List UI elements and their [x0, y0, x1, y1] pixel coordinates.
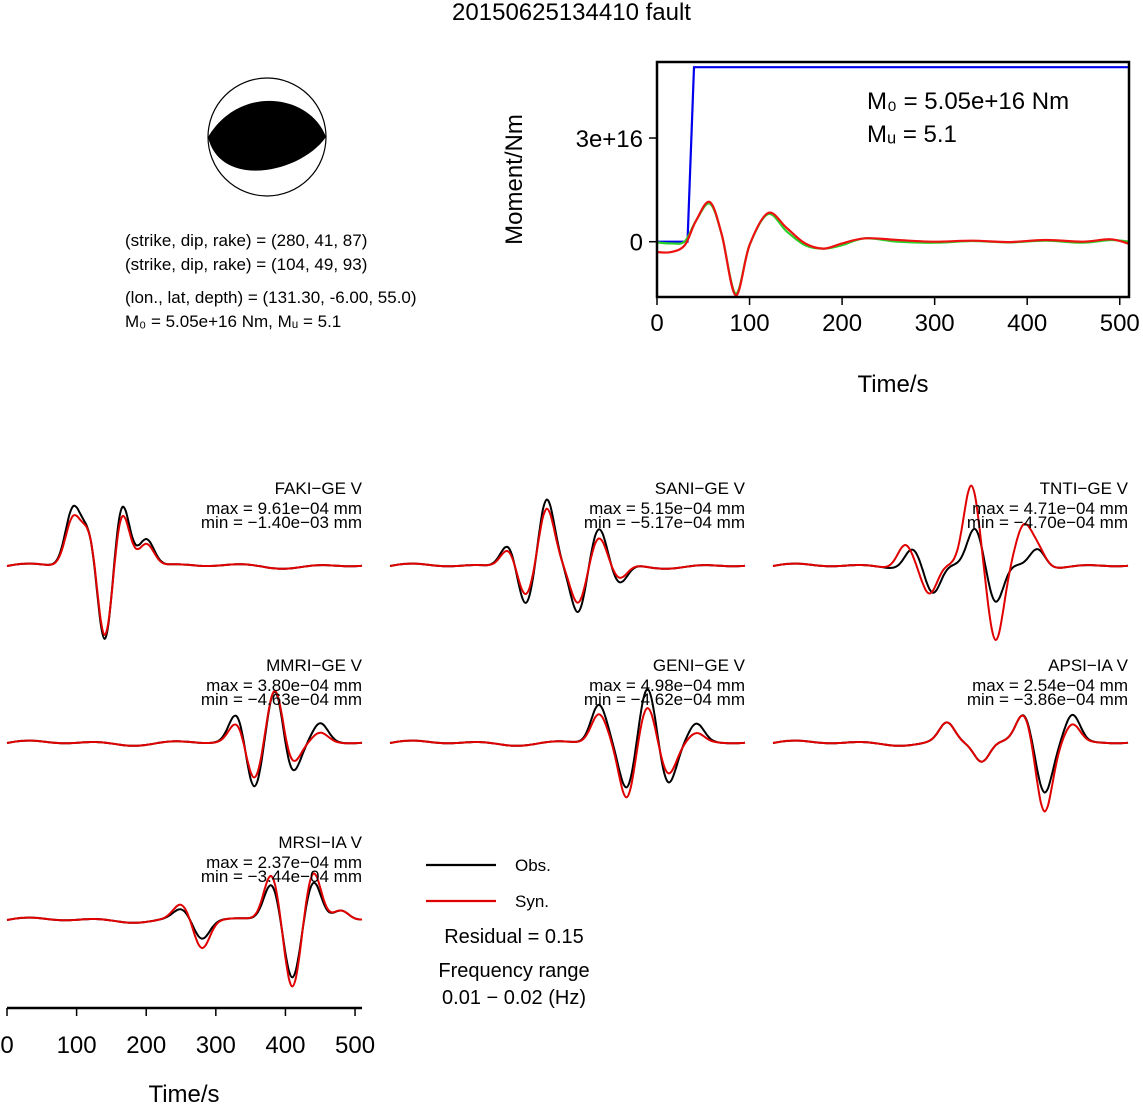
station-max: max = 5.15e−04 mm [589, 499, 745, 518]
waveform-obs [6, 881, 363, 979]
moment-series-syn [656, 200, 1130, 297]
figure-title: 20150625134410 fault [452, 0, 691, 26]
waveform-syn [6, 689, 363, 779]
moment-rate-chart: 0 100 200 300 400 500 0 3e+16 Time/s Moment/Nm M₀ … [501, 60, 1140, 398]
moment-x-tick-label: 200 [822, 310, 862, 337]
moment-x-tick-label: 400 [1007, 310, 1047, 337]
moment-series-obs [656, 202, 1130, 295]
station-min: min = −4.63e−04 mm [201, 690, 362, 709]
waveform-syn [772, 484, 1129, 641]
legend-obs-label: Obs. [515, 856, 551, 875]
waveform-syn [6, 872, 363, 988]
moment-y-tick-label: 3e+16 [576, 126, 643, 153]
waveform-x-tick-label: 300 [196, 1032, 236, 1059]
moment-x-tick-label: 300 [915, 310, 955, 337]
station-name: SANI−GE V [655, 479, 746, 498]
waveform-x-tick-label: 500 [335, 1032, 375, 1059]
residual-label: Residual = 0.15 [444, 926, 584, 948]
waveform-syn [6, 514, 363, 636]
station-min: min = −4.62e−04 mm [584, 690, 745, 709]
moment-y-axis-label: Moment/Nm [501, 114, 528, 245]
moment-mw-annotation: Mᵤ = 5.1 [867, 121, 957, 148]
station-name: APSI−IA V [1048, 656, 1129, 675]
waveform-syn [389, 507, 746, 604]
station-name: TNTI−GE V [1040, 479, 1129, 498]
station-min: min = −3.86e−04 mm [967, 690, 1128, 709]
frequency-range-value: 0.01 − 0.02 (Hz) [442, 987, 586, 1009]
moment-series-moment [657, 66, 1129, 243]
legend: Obs. Syn. [426, 856, 551, 911]
moment-plot-frame [655, 60, 1131, 299]
station-min: min = −5.17e−04 mm [584, 513, 745, 532]
waveform-x-tick-label: 100 [57, 1032, 97, 1059]
station-max: max = 3.80e−04 mm [206, 676, 362, 695]
moment-y-tick-label: 0 [630, 230, 643, 257]
station-max: max = 4.98e−04 mm [589, 676, 745, 695]
mechanism-plane-1: (strike, dip, rake) = (280, 41, 87) [125, 231, 368, 250]
station-min: min = −1.40e−03 mm [201, 513, 362, 532]
station-max: max = 9.61e−04 mm [206, 499, 362, 518]
station-name: GENI−GE V [653, 656, 746, 675]
station-max: max = 2.37e−04 mm [206, 853, 362, 872]
station-max: max = 4.71e−04 mm [972, 499, 1128, 518]
moment-x-tick-label: 100 [730, 310, 770, 337]
beachball-diagram [207, 77, 327, 197]
station-max: max = 2.54e−04 mm [972, 676, 1128, 695]
station-name: MRSI−IA V [278, 833, 362, 852]
legend-syn-label: Syn. [515, 892, 549, 911]
moment-x-tick-label: 0 [650, 310, 663, 337]
station-min: min = −3.44e−04 mm [201, 867, 362, 886]
station-name: FAKI−GE V [275, 479, 363, 498]
mechanism-location: (lon., lat, depth) = (131.30, -6.00, 55.… [125, 288, 417, 307]
station-min: min = −4.70e−04 mm [967, 513, 1128, 532]
moment-x-axis-label: Time/s [857, 371, 928, 398]
moment-x-tick-label: 500 [1100, 310, 1140, 337]
mechanism-moment: M₀ = 5.05e+16 Nm, Mᵤ = 5.1 [125, 312, 342, 331]
waveform-x-tick-label: 200 [126, 1032, 166, 1059]
waveform-syn [772, 714, 1129, 813]
station-name: MMRI−GE V [266, 656, 363, 675]
waveform-syn [389, 707, 746, 799]
waveform-x-axis-label: Time/s [148, 1081, 219, 1104]
moment-m0-annotation: M₀ = 5.05e+16 Nm [867, 88, 1069, 115]
waveform-x-tick-label: 400 [265, 1032, 305, 1059]
frequency-range-title: Frequency range [438, 960, 590, 982]
beachball-compressional-quadrant [208, 100, 326, 171]
waveform-x-tick-label: 0 [0, 1032, 13, 1059]
waveform-obs [772, 713, 1129, 794]
mechanism-plane-2: (strike, dip, rake) = (104, 49, 93) [125, 255, 368, 274]
